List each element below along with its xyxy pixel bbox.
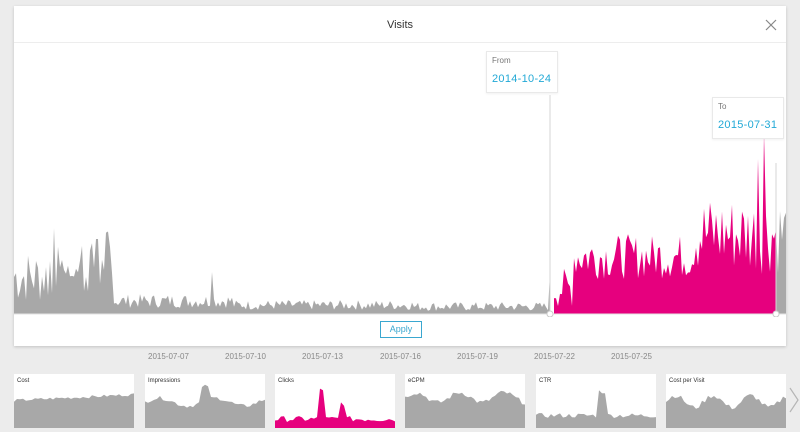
- thumb-area: [14, 393, 134, 428]
- to-date: 2015-07-31: [718, 119, 778, 131]
- metric-card-cost-per-visit[interactable]: Cost per Visit: [666, 374, 786, 428]
- metric-label: Impressions: [148, 378, 181, 384]
- chevron-right-icon[interactable]: [788, 386, 800, 414]
- x-tick-label: 2015-07-10: [225, 352, 266, 361]
- thumb-area: [536, 390, 656, 428]
- modal-title: Visits: [386, 19, 414, 31]
- area-chart-icon: [145, 384, 265, 428]
- metric-card-ctr[interactable]: CTR: [536, 374, 656, 428]
- unselected-area-series: [14, 211, 786, 314]
- visits-chart[interactable]: From 2014-10-24 To 2015-07-31: [14, 43, 786, 317]
- metric-label: eCPM: [408, 378, 425, 384]
- x-tick-label: 2015-07-13: [302, 352, 343, 361]
- area-chart-icon: [405, 390, 525, 428]
- thumb-area: [405, 390, 525, 428]
- thumb-area: [275, 388, 395, 428]
- thumb-area: [666, 394, 786, 428]
- from-label[interactable]: From 2014-10-24: [486, 51, 559, 93]
- close-icon[interactable]: [764, 18, 778, 32]
- to-caption: To: [718, 102, 727, 111]
- visits-modal: Visits From 2014-10-24 To 2015-07-31 App…: [14, 6, 786, 346]
- selected-area-series: [554, 134, 776, 314]
- metric-label: Cost: [17, 378, 30, 384]
- from-date: 2014-10-24: [492, 73, 552, 85]
- metric-card-ecpm[interactable]: eCPM: [405, 374, 525, 428]
- x-tick-label: 2015-07-16: [380, 352, 421, 361]
- metric-label: CTR: [539, 378, 552, 384]
- area-chart-icon: [536, 390, 656, 428]
- metric-card-cost[interactable]: Cost: [14, 374, 134, 428]
- area-chart-icon: [14, 393, 134, 428]
- from-caption: From: [492, 56, 511, 65]
- area-chart-icon: [666, 394, 786, 428]
- thumb-area: [145, 384, 265, 428]
- apply-button[interactable]: Apply: [380, 321, 422, 338]
- metric-label: Cost per Visit: [669, 378, 705, 384]
- x-tick-label: 2015-07-22: [534, 352, 575, 361]
- to-label[interactable]: To 2015-07-31: [712, 97, 785, 139]
- metric-card-clicks[interactable]: Clicks: [275, 374, 395, 428]
- area-chart-icon: [275, 388, 395, 428]
- x-tick-label: 2015-07-19: [457, 352, 498, 361]
- to-handle: [772, 310, 780, 317]
- metric-card-impressions[interactable]: Impressions: [145, 374, 265, 428]
- from-handle: [546, 310, 554, 317]
- metric-label: Clicks: [278, 378, 294, 384]
- x-tick-label: 2015-07-25: [611, 352, 652, 361]
- modal-header: Visits: [14, 6, 786, 43]
- x-tick-label: 2015-07-07: [148, 352, 189, 361]
